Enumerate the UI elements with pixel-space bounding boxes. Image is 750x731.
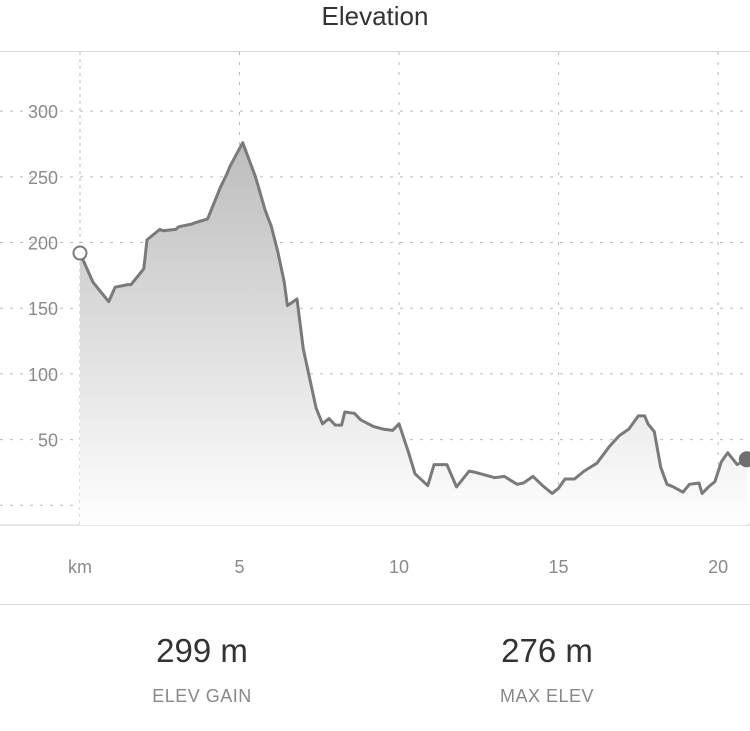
tick-labels: km 50 100 150 200 250 300 5 10 15 20 xyxy=(28,102,728,577)
max-elev-value: 276 m xyxy=(501,632,593,669)
start-point-marker xyxy=(72,245,88,261)
markers xyxy=(72,245,750,468)
elevation-line xyxy=(78,141,749,495)
stats-divider xyxy=(0,604,750,605)
x-tick-label: 10 xyxy=(389,557,409,577)
max-elev-stat: 276 m MAX ELEV xyxy=(397,632,697,707)
elev-gain-label: ELEV GAIN xyxy=(152,686,252,706)
max-elev-label: MAX ELEV xyxy=(499,686,595,706)
x-tick-label: 15 xyxy=(549,557,569,577)
y-tick-label: 150 xyxy=(28,299,58,319)
y-tick-label: 300 xyxy=(28,102,58,122)
elev-gain-stat: 299 m ELEV GAIN xyxy=(52,632,352,707)
y-tick-label: 50 xyxy=(38,431,58,451)
elev-gain-value: 299 m xyxy=(156,632,248,669)
elevation-chart[interactable]: km 50 100 150 200 250 300 5 10 15 20 xyxy=(0,0,750,604)
x-tick-label: 20 xyxy=(708,557,728,577)
elevation-area xyxy=(78,141,749,525)
x-axis-label: km xyxy=(68,557,92,577)
header: Elevation xyxy=(0,0,750,52)
page-title: Elevation xyxy=(321,1,429,31)
y-tick-label: 250 xyxy=(28,168,58,188)
end-point-marker xyxy=(738,451,750,468)
elevation-area-fill xyxy=(80,142,747,525)
y-tick-label: 200 xyxy=(28,234,58,254)
y-tick-label: 100 xyxy=(28,365,58,385)
x-tick-label: 5 xyxy=(235,557,245,577)
